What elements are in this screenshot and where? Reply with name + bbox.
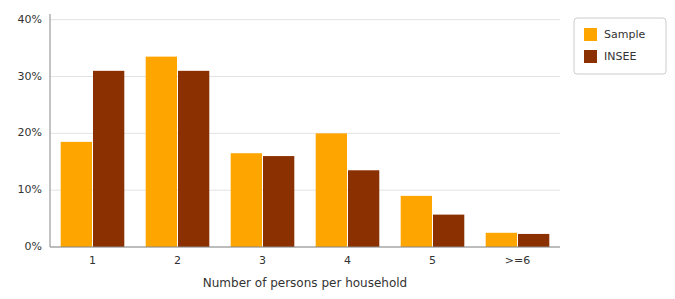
x-tick-label: 5 (429, 254, 436, 267)
x-tick-label: 1 (89, 254, 96, 267)
legend-label: INSEE (604, 50, 636, 63)
bar (433, 215, 464, 247)
grid-line (50, 133, 560, 134)
chart: 0% 10% 20% 30% 40% 1 2 3 4 5 >=6 Number of persons … (0, 0, 675, 299)
bar (486, 233, 517, 247)
x-axis-label: Number of persons per household (203, 276, 407, 290)
legend-label: Sample (604, 28, 645, 41)
grid-line (50, 247, 560, 248)
legend-swatch (584, 28, 597, 41)
bars (61, 57, 550, 247)
bar (146, 57, 177, 247)
bar (401, 196, 432, 247)
y-tick-label: 20% (18, 126, 42, 139)
grid (50, 20, 560, 247)
grid-line (50, 19, 560, 20)
bar (231, 153, 262, 247)
legend: Sample INSEE (574, 18, 666, 74)
grid-line (50, 76, 560, 77)
x-tick-label: 4 (344, 254, 351, 267)
bar (518, 234, 549, 247)
y-tick-label: 40% (18, 13, 42, 26)
x-tick-label: 3 (259, 254, 266, 267)
bar (61, 142, 92, 247)
y-tick-label: 30% (18, 70, 42, 83)
x-tick-label: 2 (174, 254, 181, 267)
legend-swatch (584, 50, 597, 63)
y-tick-label: 0% (25, 240, 42, 253)
bar (316, 133, 347, 247)
bar (93, 71, 124, 247)
y-axis-line (50, 14, 51, 247)
grid-line (50, 190, 560, 191)
x-tick-label: >=6 (505, 254, 530, 267)
bar (348, 170, 379, 247)
y-tick-label: 10% (18, 183, 42, 196)
bar (178, 71, 209, 247)
bar (263, 156, 294, 247)
legend-box (574, 18, 666, 74)
x-axis-line (50, 247, 560, 248)
